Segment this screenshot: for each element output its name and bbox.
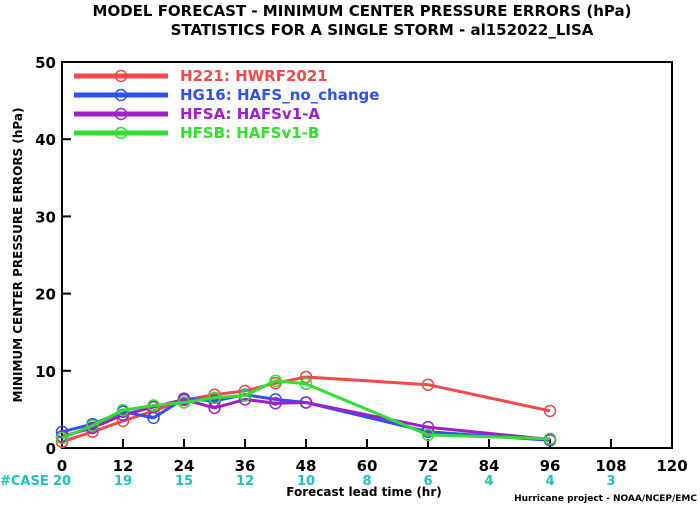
legend-label: HFSB: HAFSv1-B <box>180 124 319 142</box>
data-point <box>238 389 252 402</box>
chart-title: MODEL FORECAST - MINIMUM CENTER PRESSURE… <box>93 2 632 20</box>
legend-marker <box>114 126 128 140</box>
plot-frame <box>61 61 673 449</box>
y-axis-label: MINIMUM CENTER PRESSURE ERRORS (hPa) <box>11 108 25 403</box>
x-axis-label: Forecast lead time (hr) <box>286 485 442 499</box>
case-count: 3 <box>606 474 615 489</box>
data-point <box>421 428 435 442</box>
x-tick-label: 72 <box>418 457 439 475</box>
series-layer <box>55 370 557 449</box>
data-point <box>177 393 191 406</box>
data-point <box>421 378 435 391</box>
data-point <box>116 403 130 417</box>
data-point <box>421 420 435 434</box>
legend-label: H221: HWRF2021 <box>180 67 328 85</box>
chart-subtitle: STATISTICS FOR A SINGLE STORM - al152022… <box>171 21 594 39</box>
case-count: 15 <box>175 474 193 489</box>
data-point <box>299 396 313 409</box>
legend-label: HFSA: HAFSv1-A <box>180 105 320 123</box>
data-point <box>86 419 99 432</box>
data-point <box>208 391 221 405</box>
case-count: 8 <box>362 474 371 489</box>
case-count: 4 <box>484 474 493 489</box>
data-point <box>269 374 282 388</box>
case-count: 19 <box>114 474 132 489</box>
data-point <box>543 432 557 445</box>
x-tick-label: 24 <box>174 457 195 475</box>
legend-entry-3: HFSA: HAFSv1-A <box>74 105 320 123</box>
x-tick-label: 96 <box>540 457 561 475</box>
data-point <box>55 431 69 445</box>
legend-entry-4: HFSB: HAFSv1-B <box>74 124 319 142</box>
case-counts: 20 19 15 12 10 8 6 4 4 3 <box>53 474 616 489</box>
legend-marker <box>114 88 128 102</box>
data-point <box>147 399 160 412</box>
series-line <box>61 397 551 441</box>
data-point <box>269 396 282 410</box>
x-tick-label: 36 <box>235 457 256 475</box>
x-tick-label: 84 <box>479 457 500 475</box>
y-tick-label: 20 <box>35 286 56 304</box>
case-label: #CASE <box>0 474 49 489</box>
series-4 <box>55 374 557 445</box>
plot-area: 0 10 20 30 40 50 0 12 24 36 48 60 72 84 96 108 120 <box>35 54 688 475</box>
x-tick-label: 48 <box>296 457 317 475</box>
legend-entry-1: H221: HWRF2021 <box>74 67 328 85</box>
credit-text: Hurricane project - NOAA/NCEP/EMC <box>514 494 697 504</box>
series-line <box>61 379 551 441</box>
data-point <box>269 393 282 406</box>
data-point <box>208 401 221 415</box>
x-tick-label: 0 <box>57 457 67 475</box>
legend-label: HG16: HAFS_no_change <box>180 86 379 104</box>
data-point <box>177 396 191 409</box>
case-count: 6 <box>423 474 432 489</box>
y-tick-label: 50 <box>35 54 56 72</box>
x-tick-label: 120 <box>656 457 687 475</box>
x-tick-label: 108 <box>595 457 626 475</box>
y-tick-label: 0 <box>46 440 56 458</box>
case-count: 12 <box>236 474 254 489</box>
x-tick-label: 12 <box>113 457 134 475</box>
case-count: 10 <box>297 474 315 489</box>
data-point <box>543 404 557 418</box>
case-count: 4 <box>545 474 554 489</box>
y-tick-label: 40 <box>35 131 56 149</box>
legend-marker <box>114 107 128 121</box>
y-tick-label: 10 <box>35 363 56 381</box>
case-count: 20 <box>53 474 71 489</box>
legend-marker <box>114 69 128 83</box>
legend-entry-2: HG16: HAFS_no_change <box>74 86 379 104</box>
x-tick-label: 60 <box>357 457 378 475</box>
data-point <box>299 377 313 391</box>
y-tick-label: 30 <box>35 208 56 226</box>
